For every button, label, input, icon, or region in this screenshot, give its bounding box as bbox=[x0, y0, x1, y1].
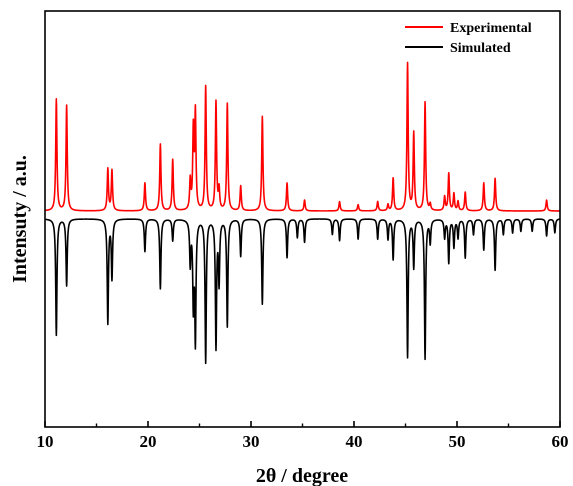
x-tick-label: 60 bbox=[552, 432, 569, 451]
series-line-experimental bbox=[44, 61, 561, 212]
series-layer bbox=[44, 61, 561, 365]
legend-label-experimental: Experimental bbox=[450, 21, 532, 36]
x-tick-label: 40 bbox=[346, 432, 363, 451]
tick-layer: 10 20 30 40 50 60 bbox=[37, 421, 569, 451]
legend-label-simulated: Simulated bbox=[450, 41, 511, 56]
x-tick-label: 30 bbox=[243, 432, 260, 451]
legend: Experimental Simulated bbox=[405, 21, 532, 56]
x-axis-title: 2θ / degree bbox=[256, 465, 348, 486]
y-axis-title: Intensuty / a.u. bbox=[9, 155, 31, 283]
x-tick-label: 10 bbox=[37, 432, 54, 451]
series-line-simulated bbox=[44, 218, 561, 365]
x-tick-label: 20 bbox=[140, 432, 157, 451]
x-tick-label: 50 bbox=[449, 432, 466, 451]
